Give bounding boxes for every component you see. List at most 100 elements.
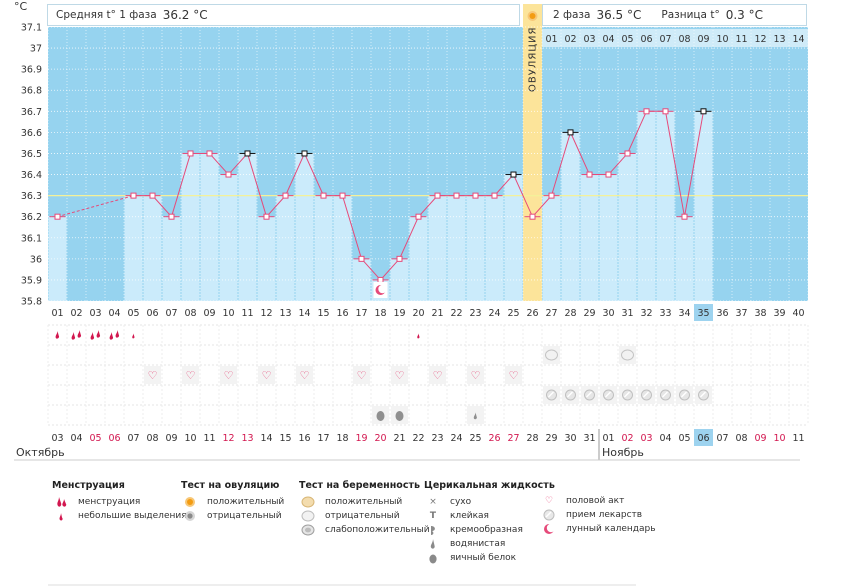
temperature-line [665, 111, 685, 217]
temperature-point [244, 150, 251, 157]
legend-item: положительный [325, 497, 403, 507]
ovulation-label: ОВУЛЯЦИЯ [528, 27, 539, 93]
post-ovulation-cell [656, 29, 675, 47]
temperature-bar [333, 195, 352, 301]
date-label: 02 [621, 433, 633, 444]
date-label: 15 [279, 433, 291, 444]
cycle-day-label: 11 [241, 308, 253, 319]
date-label: 03 [640, 433, 652, 444]
spotting-drop-icon [52, 510, 70, 522]
temperature-point [339, 192, 346, 199]
post-ovulation-day: 03 [583, 34, 595, 45]
date-label: 05 [678, 433, 690, 444]
heart-icon: ♡ [433, 369, 443, 382]
pill-icon [565, 389, 576, 401]
menstruation-drop-icon [90, 332, 95, 340]
temperature-bar [428, 195, 447, 301]
date-label: 25 [469, 433, 481, 444]
temperature-point [491, 192, 498, 199]
post-ovulation-day: 07 [659, 34, 671, 45]
y-tick-label: 36.2 [21, 212, 42, 223]
temperature-point [54, 213, 61, 220]
cycle-day-label: 27 [545, 308, 557, 319]
sticky-icon: T [429, 511, 437, 521]
y-tick-label: 35.9 [21, 275, 42, 286]
date-label: 17 [317, 433, 329, 444]
cycle-day-label: 01 [51, 308, 63, 319]
temperature-bar [181, 153, 200, 301]
temperature-line [399, 216, 419, 260]
temperature-point [548, 192, 555, 199]
diff-value: 0.3 °C [725, 8, 763, 22]
cycle-day-label: 36 [716, 308, 728, 319]
legend-title: Тест на овуляцию [181, 480, 280, 491]
y-tick-label: 36.3 [21, 191, 42, 202]
temperature-point [662, 108, 669, 115]
y-tick-label: 36 [30, 254, 42, 265]
temperature-line [228, 153, 248, 175]
temperature-point [567, 129, 574, 136]
temperature-point [130, 192, 137, 199]
post-ovulation-day: 14 [792, 34, 804, 45]
pill-icon [546, 389, 557, 401]
temperature-bar [314, 195, 333, 301]
temperature-bar [124, 195, 143, 301]
cycle-day-label: 16 [336, 308, 348, 319]
menstruation-drop-icon [52, 496, 70, 508]
cycle-day-label: 28 [564, 308, 576, 319]
pill-icon [698, 389, 709, 401]
post-ovulation-day: 06 [640, 34, 652, 45]
intercourse-cell [467, 366, 484, 384]
menstruation-drop-icon [55, 331, 60, 339]
heart-icon: ♡ [544, 496, 554, 506]
temperature-line [380, 258, 400, 281]
cycle-day-label: 32 [640, 308, 652, 319]
cycle-day-label: 38 [754, 308, 766, 319]
heart-icon: ♡ [186, 369, 196, 382]
date-label: 16 [298, 433, 310, 444]
temperature-line [608, 153, 628, 175]
pregnancy-positive-icon [299, 496, 317, 508]
cycle-day-label: 08 [184, 308, 196, 319]
intercourse-cell [144, 366, 161, 384]
temperature-bar [200, 153, 219, 301]
temperature-bar [238, 153, 257, 301]
legend-item: отрицательный [325, 511, 400, 521]
cycle-day-label: 40 [792, 308, 804, 319]
y-tick-label: 37 [30, 44, 42, 55]
month-october: Октябрь [16, 446, 65, 459]
pill-icon-mark [700, 391, 706, 398]
heart-icon: ♡ [148, 369, 158, 382]
legend-item: положительный [207, 497, 285, 507]
cycle-day-label: 13 [279, 308, 291, 319]
cycle-day-label: 31 [621, 308, 633, 319]
temperature-bar [656, 111, 675, 301]
cycle-day-label: 26 [526, 308, 538, 319]
diff-label: Разница t° [661, 9, 720, 21]
cycle-day-label: 03 [89, 308, 101, 319]
date-label: 27 [507, 433, 519, 444]
temperature-point [377, 276, 384, 283]
date-label: 07 [127, 433, 139, 444]
menstruation-drop-icon [109, 332, 114, 340]
temperature-line [532, 195, 552, 218]
intercourse-cell [296, 366, 313, 384]
legend-item: прием лекарств [566, 510, 643, 520]
temperature-bar [352, 258, 371, 301]
legend-title: Менструация [52, 480, 125, 491]
y-tick-label: 36.8 [21, 86, 42, 97]
date-label: 21 [393, 433, 405, 444]
legend-other: ♡ половой акт прием лекарств лунный кален… [540, 494, 656, 536]
pill-icon [622, 389, 633, 401]
temperature-line [266, 195, 286, 218]
legend-title: Тест на беременность [299, 480, 420, 491]
y-tick-label: 36.7 [21, 107, 42, 118]
intercourse-cell [353, 366, 370, 384]
temperature-bar [143, 195, 162, 301]
phase2-label: 2 фаза [553, 9, 591, 21]
date-label: 18 [336, 433, 348, 444]
pill-icon-mark [643, 391, 649, 398]
menstruation-drop-icon [77, 330, 82, 338]
date-label: 26 [488, 433, 500, 444]
